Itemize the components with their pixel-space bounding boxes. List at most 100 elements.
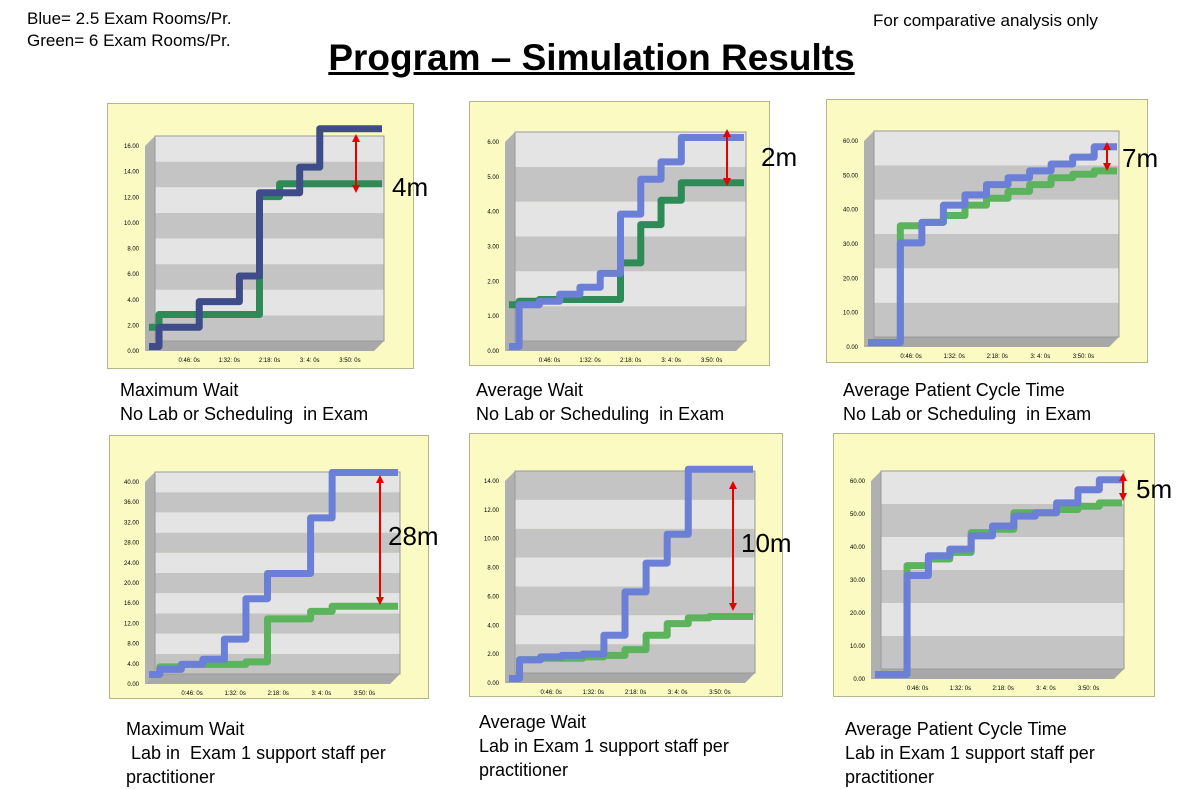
x-tick-label: 1:32: 0s	[944, 354, 965, 360]
caption-scenario: Lab in Exam 1 support staff per	[126, 743, 386, 763]
y-tick-label: 8.00	[127, 642, 139, 648]
y-tick-label: 10.00	[843, 311, 859, 317]
y-tick-label: 24.00	[124, 561, 140, 567]
plot-band	[515, 201, 746, 237]
y-tick-label: 30.00	[843, 242, 859, 248]
x-tick-label: 2:18: 0s	[625, 690, 646, 696]
chart-panel-cycle-time-no-lab: 0.00 10.00 20.00 30.00 40.00 50.00 60.00 0:46: …	[826, 99, 1148, 363]
difference-label: 2m	[761, 142, 798, 172]
caption-metric: Average Patient Cycle Time	[843, 380, 1065, 400]
plot-side-wall	[871, 471, 881, 679]
y-tick-label: 2.00	[487, 279, 499, 285]
y-tick-label: 12.00	[124, 621, 140, 627]
y-tick-label: 40.00	[850, 545, 866, 551]
plot-band	[155, 573, 400, 594]
legend-green-text: Green= 6 Exam Rooms/Pr.	[27, 31, 231, 50]
arrow-head-up	[1103, 142, 1111, 150]
arrow-head-up	[376, 475, 384, 483]
y-tick-label: 6.00	[487, 594, 499, 600]
y-tick-label: 12.00	[124, 195, 140, 201]
difference-label: 7m	[1122, 143, 1159, 173]
plot-band	[515, 615, 755, 645]
chart-panel-max-wait-lab: 0.00 4.00 8.00 12.00 16.00 20.00 24.00 28.00 32.…	[109, 435, 429, 699]
y-tick-label: 40.00	[843, 208, 859, 214]
plot-band	[155, 492, 400, 513]
y-tick-label: 16.00	[124, 601, 140, 607]
scope-note: For comparative analysis only	[873, 11, 1098, 30]
difference-label: 28m	[388, 521, 439, 551]
plot-side-wall	[864, 131, 874, 347]
caption-scenario: No Lab or Scheduling in Exam	[120, 404, 369, 424]
x-tick-label: 3: 4: 0s	[1036, 686, 1056, 692]
series-blue-line	[509, 465, 753, 682]
plot-floor	[145, 674, 400, 684]
x-tick-label: 0:46: 0s	[541, 690, 562, 696]
y-tick-label: 0.00	[846, 345, 858, 351]
series-green-line	[868, 167, 1117, 346]
x-tick-label: 3:50: 0s	[354, 691, 375, 697]
plot-band	[155, 238, 384, 265]
y-tick-label: 8.00	[127, 247, 139, 253]
plot-frame	[873, 130, 1120, 338]
chart-caption: Maximum Wait No Lab or Scheduling in Exam	[120, 378, 368, 426]
y-tick-label: 1.00	[487, 314, 499, 320]
y-tick-label: 8.00	[487, 566, 499, 572]
arrow-head-up	[729, 481, 737, 489]
arrow-head-down	[1119, 493, 1127, 501]
plot-band	[515, 499, 755, 529]
plot-side-wall	[145, 472, 155, 684]
y-tick-label: 14.00	[484, 479, 500, 485]
y-tick-label: 4.00	[127, 662, 139, 668]
y-tick-label: 36.00	[124, 500, 140, 506]
x-tick-label: 0:46: 0s	[181, 691, 202, 697]
caption-scenario: practitioner	[126, 767, 216, 787]
series-blue-line	[149, 125, 382, 350]
arrow-head-down	[1103, 163, 1111, 171]
x-tick-label: 3:50: 0s	[1073, 354, 1094, 360]
x-tick-label: 1:32: 0s	[579, 358, 600, 364]
x-tick-label: 3: 4: 0s	[1031, 354, 1051, 360]
y-tick-label: 3.00	[487, 245, 499, 251]
difference-label: 10m	[741, 528, 792, 558]
chart-svg: 0.00 10.00 20.00 30.00 40.00 50.00 60.00 0:46: …	[826, 99, 1148, 363]
series-legend-note: Blue= 2.5 Exam Rooms/Pr. Green= 6 Exam R…	[27, 8, 232, 52]
y-tick-label: 0.00	[127, 682, 139, 688]
plot-band	[155, 532, 400, 553]
legend-blue-text: Blue= 2.5 Exam Rooms/Pr.	[27, 9, 232, 28]
x-tick-label: 2:18: 0s	[620, 358, 641, 364]
y-tick-label: 20.00	[850, 611, 866, 617]
x-tick-label: 2:18: 0s	[987, 354, 1008, 360]
y-tick-label: 2.00	[487, 652, 499, 658]
x-tick-label: 3: 4: 0s	[300, 358, 320, 364]
caption-scenario: practitioner	[479, 760, 569, 780]
x-tick-label: 1:32: 0s	[225, 691, 246, 697]
x-tick-label: 0:46: 0s	[179, 358, 200, 364]
y-tick-label: 20.00	[124, 581, 140, 587]
chart-panel-cycle-time-lab: 0.00 10.00 20.00 30.00 40.00 50.00 60.00 0:46: …	[833, 433, 1155, 697]
y-tick-label: 0.00	[487, 349, 499, 355]
plot-frame	[154, 471, 401, 675]
plot-frame	[154, 135, 385, 342]
plot-band	[874, 268, 1119, 303]
caption-scenario: No Lab or Scheduling in Exam	[476, 404, 725, 424]
x-tick-label: 1:32: 0s	[219, 358, 240, 364]
caption-metric: Average Wait	[479, 712, 587, 732]
arrow-head-down	[723, 178, 731, 186]
x-tick-label: 2:18: 0s	[259, 358, 280, 364]
y-tick-label: 32.00	[124, 520, 140, 526]
chart-caption: Maximum Wait Lab in Exam 1 support staff…	[126, 717, 386, 789]
caption-metric: Average Wait	[476, 380, 584, 400]
plot-band	[155, 136, 384, 162]
x-tick-label: 3:50: 0s	[701, 358, 722, 364]
plot-band	[874, 302, 1119, 337]
plot-band	[515, 557, 755, 587]
plot-frame	[514, 470, 756, 674]
y-tick-label: 20.00	[843, 276, 859, 282]
x-tick-label: 3: 4: 0s	[661, 358, 681, 364]
caption-metric: Average Patient Cycle Time	[845, 719, 1067, 739]
chart-svg: 0.00 2.00 4.00 6.00 8.00 10.00 12.00 14.00 0:46:…	[469, 433, 783, 697]
x-tick-label: 3: 4: 0s	[668, 690, 688, 696]
y-tick-label: 28.00	[124, 541, 140, 547]
y-tick-label: 50.00	[850, 512, 866, 518]
plot-band	[881, 603, 1124, 636]
